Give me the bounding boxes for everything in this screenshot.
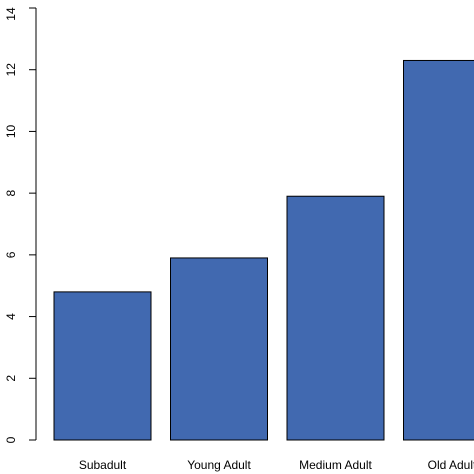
bar-medium-adult — [286, 195, 385, 441]
y-tick-label: 14 — [4, 7, 18, 21]
bar-young-adult — [170, 257, 268, 441]
bar-old-adult — [403, 59, 474, 441]
category-label: Subadult — [79, 458, 127, 472]
category-labels: Subadult Young Adult Medium Adult Old Adult — [79, 458, 474, 472]
bar-subadult — [53, 291, 152, 441]
bars — [53, 59, 474, 441]
y-tick-label: 8 — [4, 189, 18, 196]
y-tick-label: 2 — [4, 375, 18, 382]
y-tick-label: 0 — [4, 436, 18, 443]
y-tick-label: 6 — [4, 251, 18, 258]
y-axis-ticks: 0 2 4 6 8 10 12 14 — [4, 7, 36, 443]
y-tick-label: 4 — [4, 313, 18, 320]
category-label: Medium Adult — [299, 458, 372, 472]
y-tick-label: 12 — [4, 63, 18, 77]
category-label: Old Adult — [428, 458, 474, 472]
category-label: Young Adult — [187, 458, 251, 472]
y-tick-label: 10 — [4, 124, 18, 138]
